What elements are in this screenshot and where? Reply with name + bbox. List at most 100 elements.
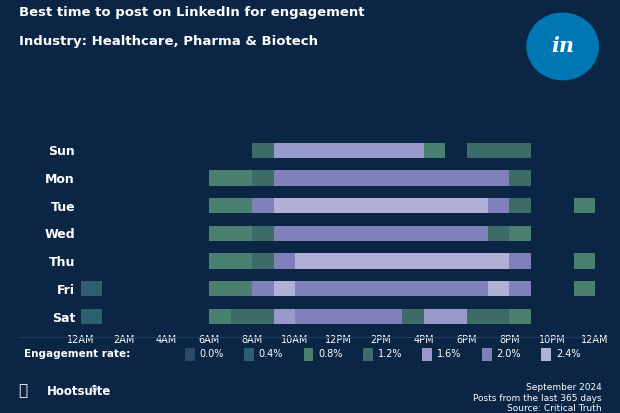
Bar xyxy=(295,170,316,185)
Bar xyxy=(166,198,188,213)
Bar xyxy=(445,254,466,269)
Bar xyxy=(231,226,252,241)
Bar xyxy=(102,281,123,297)
Bar xyxy=(316,198,338,213)
Bar xyxy=(381,142,402,158)
Bar xyxy=(273,170,295,185)
Bar xyxy=(422,348,432,361)
Text: Industry: Healthcare, Pharma & Biotech: Industry: Healthcare, Pharma & Biotech xyxy=(19,35,317,48)
Bar xyxy=(531,142,552,158)
Bar xyxy=(381,254,402,269)
Bar xyxy=(488,170,510,185)
Bar xyxy=(360,226,381,241)
Text: 2.4%: 2.4% xyxy=(556,349,580,359)
Bar xyxy=(574,254,595,269)
Bar xyxy=(295,142,316,158)
Bar xyxy=(574,198,595,213)
Bar xyxy=(531,309,552,324)
Bar xyxy=(381,170,402,185)
Bar xyxy=(488,142,510,158)
Bar xyxy=(574,170,595,185)
Bar xyxy=(445,226,466,241)
Bar xyxy=(381,226,402,241)
Bar xyxy=(81,142,102,158)
Bar xyxy=(316,309,338,324)
Text: September 2024: September 2024 xyxy=(526,383,601,392)
Bar xyxy=(145,226,166,241)
Bar xyxy=(295,226,316,241)
Bar xyxy=(123,309,145,324)
Bar xyxy=(482,348,492,361)
Bar xyxy=(252,254,273,269)
Bar xyxy=(402,254,423,269)
Bar xyxy=(231,309,252,324)
Bar xyxy=(81,170,102,185)
Text: Hootsuite: Hootsuite xyxy=(46,385,111,398)
Bar xyxy=(552,170,574,185)
Bar xyxy=(102,226,123,241)
Bar xyxy=(445,142,466,158)
Bar xyxy=(166,142,188,158)
Bar xyxy=(445,198,466,213)
Bar xyxy=(510,142,531,158)
Text: 🦉: 🦉 xyxy=(19,383,28,398)
Bar xyxy=(488,281,510,297)
Bar xyxy=(574,226,595,241)
Bar xyxy=(510,254,531,269)
Bar xyxy=(210,142,231,158)
Bar xyxy=(273,309,295,324)
Bar xyxy=(210,281,231,297)
Bar xyxy=(231,254,252,269)
Text: 1.2%: 1.2% xyxy=(378,349,402,359)
Bar xyxy=(360,198,381,213)
Bar xyxy=(273,254,295,269)
Bar xyxy=(273,281,295,297)
Bar xyxy=(316,281,338,297)
Bar xyxy=(423,142,445,158)
Bar xyxy=(123,226,145,241)
Bar xyxy=(145,198,166,213)
Bar xyxy=(123,170,145,185)
Bar xyxy=(188,170,210,185)
Bar xyxy=(252,226,273,241)
Bar xyxy=(210,170,231,185)
Text: Engagement rate:: Engagement rate: xyxy=(24,349,131,359)
Bar xyxy=(145,309,166,324)
Bar xyxy=(252,170,273,185)
Bar xyxy=(381,309,402,324)
Text: in: in xyxy=(551,36,574,57)
Bar xyxy=(510,226,531,241)
Bar xyxy=(402,198,423,213)
Bar xyxy=(402,142,423,158)
Text: 0.8%: 0.8% xyxy=(318,349,342,359)
Bar xyxy=(360,309,381,324)
Bar xyxy=(552,309,574,324)
Bar xyxy=(145,254,166,269)
Bar xyxy=(402,281,423,297)
Bar xyxy=(123,254,145,269)
Bar xyxy=(423,226,445,241)
Bar xyxy=(360,281,381,297)
Bar xyxy=(531,254,552,269)
Text: Source: Critical Truth: Source: Critical Truth xyxy=(507,404,601,413)
Bar xyxy=(210,309,231,324)
Bar xyxy=(316,170,338,185)
Bar xyxy=(145,281,166,297)
Bar xyxy=(360,142,381,158)
Bar xyxy=(531,170,552,185)
Bar xyxy=(488,309,510,324)
Bar xyxy=(81,309,102,324)
Bar xyxy=(402,309,423,324)
Bar xyxy=(145,170,166,185)
Bar xyxy=(574,142,595,158)
Bar xyxy=(188,198,210,213)
Bar xyxy=(466,309,488,324)
Bar xyxy=(252,142,273,158)
Bar xyxy=(244,348,254,361)
Bar xyxy=(552,198,574,213)
Bar xyxy=(466,254,488,269)
Bar xyxy=(488,198,510,213)
Bar xyxy=(402,170,423,185)
Bar xyxy=(423,254,445,269)
Bar xyxy=(338,170,360,185)
